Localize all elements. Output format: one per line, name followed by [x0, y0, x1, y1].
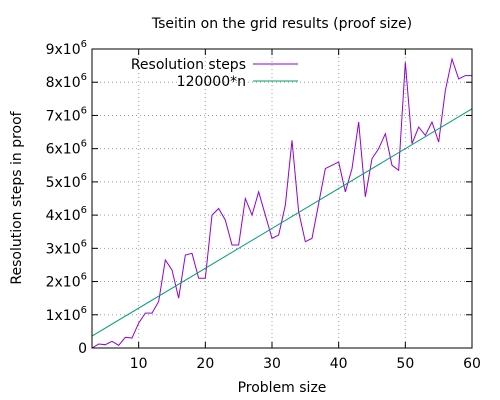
x-tick-label: 40: [330, 356, 348, 372]
plot-frame: [91, 48, 473, 349]
series-line-reference-120000n: [91, 108, 473, 337]
legend-label: Resolution steps: [131, 57, 246, 73]
chart-title: Tseitin on the grid results (proof size): [151, 16, 412, 32]
x-axis-label: Problem size: [238, 380, 327, 396]
y-tick-label: 6x106: [46, 139, 87, 158]
y-tick-label: 4x106: [46, 205, 87, 224]
axis-ticks: 10 20 30 40 50 60 0 1x106 2x106 3x106 4x106 5x106 6x…: [46, 39, 481, 372]
plot-series: [91, 57, 473, 349]
y-axis-label: Resolution steps in proof: [9, 110, 25, 284]
y-tick-label: 1x106: [46, 305, 87, 324]
y-tick-label: 8x106: [46, 72, 87, 91]
y-tick-label: 3x106: [46, 238, 87, 257]
x-tick-label: 50: [396, 356, 414, 372]
grid-lines: [92, 49, 473, 348]
y-tick-label: 7x106: [46, 105, 87, 124]
x-tick-label: 60: [463, 356, 481, 372]
y-tick-label: 5x106: [46, 172, 87, 191]
y-tick-label: 0: [78, 341, 87, 357]
legend-label: 120000*n: [177, 74, 246, 90]
x-tick-label: 30: [263, 356, 281, 372]
y-tick-label: 2x106: [46, 272, 87, 291]
x-tick-label: 20: [196, 356, 214, 372]
y-tick-label: 9x106: [46, 39, 87, 58]
x-tick-label: 10: [130, 356, 148, 372]
series-line-resolution-steps: [91, 57, 472, 349]
